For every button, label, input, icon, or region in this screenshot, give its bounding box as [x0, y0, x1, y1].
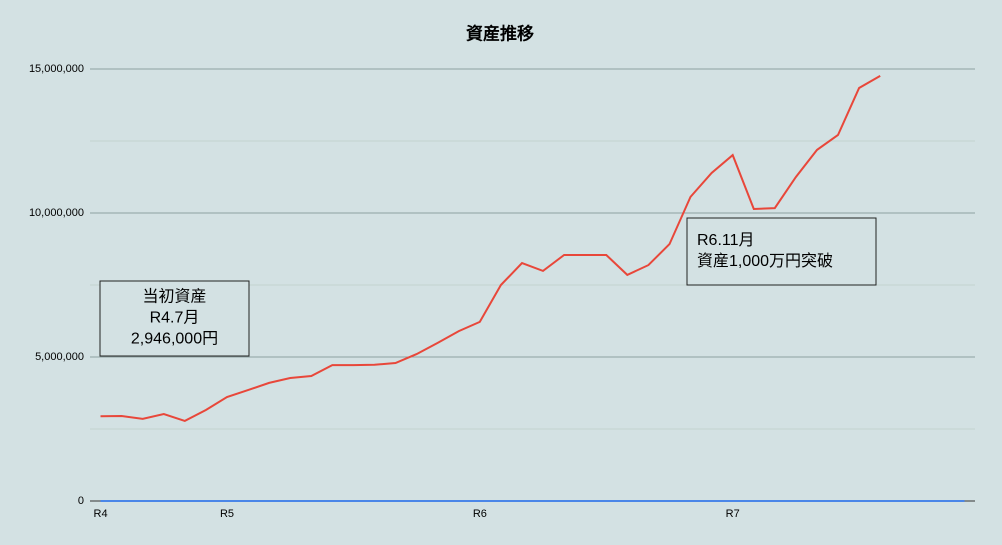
x-tick-label: R6 — [473, 508, 487, 520]
x-tick-label: R5 — [220, 508, 234, 520]
annotation-box — [686, 217, 877, 286]
y-tick-label: 0 — [78, 495, 84, 507]
y-tick-label: 10,000,000 — [29, 207, 84, 219]
annotation-text: 当初資産 — [142, 288, 206, 306]
y-tick-label: 15,000,000 — [29, 63, 84, 75]
chart-title: 資産推移 — [466, 23, 534, 43]
data-line — [100, 75, 881, 422]
annotation-text: 資産1,000万円突破 — [697, 252, 833, 270]
y-tick-label: 5,000,000 — [35, 351, 84, 363]
x-tick-label: R4 — [94, 508, 108, 520]
annotation-box — [99, 280, 250, 357]
annotation-text: 2,946,000円 — [131, 331, 218, 348]
annotation-text: R6.11月 — [697, 232, 755, 249]
annotation-text: R4.7月 — [150, 310, 200, 327]
x-tick-label: R7 — [726, 508, 740, 520]
